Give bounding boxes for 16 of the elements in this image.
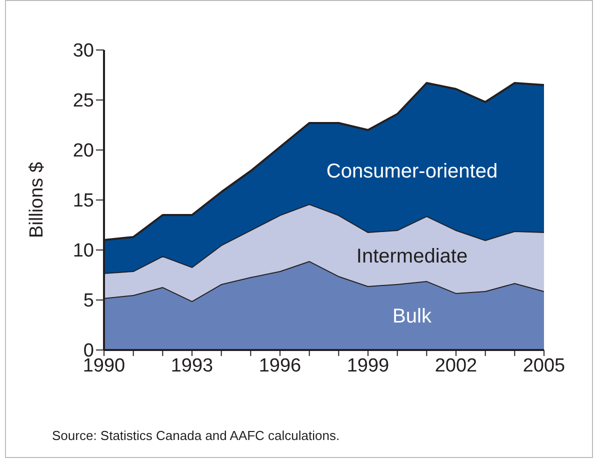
y-tick-label: 10	[72, 240, 94, 262]
x-tick-label: 1999	[346, 355, 390, 376]
series-label: Intermediate	[356, 246, 468, 268]
y-tick-label: 20	[72, 140, 94, 162]
y-tick-label: 30	[72, 40, 94, 62]
y-tick-label: 25	[72, 90, 94, 112]
x-tick-label: 1996	[258, 355, 302, 376]
source-note: Source: Statistics Canada and AAFC calculations.	[52, 428, 340, 443]
y-tick-label: 15	[72, 190, 94, 212]
x-tick-label: 1993	[170, 355, 214, 376]
series-label: Bulk	[392, 306, 432, 328]
y-axis-title: Billions $	[26, 162, 48, 238]
series-label: Consumer-oriented	[326, 160, 498, 184]
x-tick-label: 2005	[522, 355, 566, 376]
x-tick-label: 2002	[434, 355, 478, 376]
y-tick-label: 5	[83, 290, 94, 312]
